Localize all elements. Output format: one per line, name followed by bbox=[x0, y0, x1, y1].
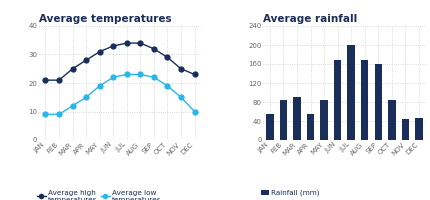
Bar bbox=[320, 100, 328, 140]
Bar bbox=[280, 100, 287, 140]
Text: Average temperatures: Average temperatures bbox=[39, 14, 171, 24]
Legend: Rainfall (mm): Rainfall (mm) bbox=[258, 187, 322, 199]
Bar bbox=[375, 64, 382, 140]
Bar bbox=[334, 60, 341, 140]
Legend: Average high
temperatures, Average low
temperatures: Average high temperatures, Average low t… bbox=[34, 187, 164, 200]
Bar bbox=[307, 114, 314, 140]
Bar bbox=[402, 119, 409, 140]
Bar bbox=[293, 97, 301, 140]
Bar bbox=[388, 100, 396, 140]
Bar bbox=[347, 45, 355, 140]
Text: Average rainfall: Average rainfall bbox=[263, 14, 357, 24]
Bar bbox=[266, 114, 273, 140]
Bar bbox=[361, 60, 369, 140]
Bar bbox=[415, 118, 423, 140]
